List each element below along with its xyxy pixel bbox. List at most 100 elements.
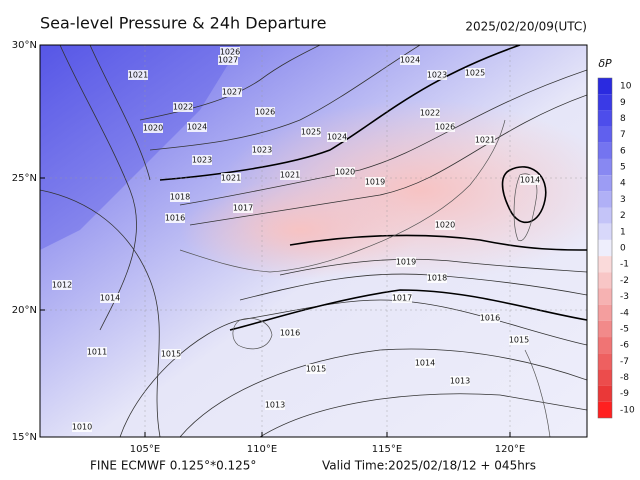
lat-label: 25°N — [12, 173, 37, 184]
colorbar-cell — [598, 126, 612, 143]
contour-label-bg — [509, 335, 529, 345]
timestamp: 2025/02/20/09(UTC) — [465, 20, 587, 34]
contours — [40, 45, 587, 437]
contour-label-bg — [87, 347, 107, 357]
contour-label: 1020 — [143, 124, 163, 133]
contour-label-bg — [280, 170, 300, 180]
colorbar-cell — [598, 78, 612, 95]
contour-label-bg — [280, 328, 300, 338]
colorbar-label: 9 — [620, 98, 626, 108]
contour-label-bg — [161, 349, 181, 359]
colorbar-label: 0 — [620, 244, 626, 254]
lat-label: 30°N — [12, 40, 37, 51]
contour-label-bg — [420, 108, 440, 118]
colorbar-label: -3 — [620, 292, 629, 302]
contour-label-bg — [128, 70, 148, 80]
contour-label: 1024 — [400, 56, 420, 65]
contour-label: 1017 — [233, 204, 253, 213]
contour-label-bg — [480, 313, 500, 323]
map-frame — [39, 44, 588, 438]
colorbar-label: -2 — [620, 276, 629, 286]
colorbar-label: 2 — [620, 211, 626, 221]
contour-label: 1025 — [465, 69, 485, 78]
contour-label: 1021 — [475, 136, 495, 145]
contour-label-bg — [396, 257, 416, 267]
contour-label: 1023 — [192, 156, 212, 165]
colorbar-cell — [598, 353, 612, 370]
contour-label-bg — [221, 173, 241, 183]
contour-label: 1017 — [392, 294, 412, 303]
contour-label-bg — [306, 364, 326, 374]
map-title: Sea-level Pressure & 24h Departure — [40, 14, 326, 33]
contour-label-bg — [192, 155, 212, 165]
contour-labels: 1026102710211022102410201026102510241023… — [52, 47, 540, 432]
contour-label-bg — [400, 55, 420, 65]
contour-label: 1018 — [427, 274, 447, 283]
contour-label-bg — [465, 68, 485, 78]
contour-label-bg — [301, 127, 321, 137]
colorbar-label: -1 — [620, 260, 629, 270]
contour-label-bg — [233, 203, 253, 213]
colorbar-label: 3 — [620, 195, 626, 205]
colorbar-cell — [598, 304, 612, 321]
contour-label-bg — [435, 220, 455, 230]
contour-label-bg — [222, 87, 242, 97]
colorbar-cell — [598, 239, 612, 257]
contour-label: 1026 — [435, 123, 455, 132]
contour-label: 1023 — [427, 71, 447, 80]
colorbar-label: 6 — [620, 146, 626, 156]
contour-label-bg — [475, 135, 495, 145]
colorbar-label: 10 — [620, 82, 632, 92]
valid-time: Valid Time:2025/02/18/12 + 045hrs — [322, 459, 536, 473]
lon-label: 110°E — [247, 444, 277, 455]
colorbar-cell — [598, 288, 612, 305]
contour-label: 1021 — [128, 71, 148, 80]
colorbar-label: -6 — [620, 341, 629, 351]
contour-label: 1021 — [221, 174, 241, 183]
contour-label-bg — [72, 422, 92, 432]
departure-area — [180, 180, 420, 280]
contour-label-bg — [427, 70, 447, 80]
contour-label: 1022 — [173, 103, 193, 112]
contour-label: 1016 — [165, 214, 185, 223]
lon-label: 115°E — [372, 444, 402, 455]
colorbar-label: -10 — [620, 405, 635, 415]
colorbar-frame — [597, 77, 613, 419]
contour-label-bg — [100, 293, 120, 303]
contour-label: 1010 — [72, 423, 92, 432]
contour-label-bg — [170, 192, 190, 202]
colorbar-cell — [598, 401, 612, 418]
contour-label: 1020 — [335, 168, 355, 177]
colorbar-cell — [598, 337, 612, 354]
colorbar-label: 1 — [620, 227, 626, 237]
colorbar-cell — [598, 142, 612, 159]
colorbar-label: 7 — [620, 130, 626, 140]
contour-label: 1023 — [252, 146, 272, 155]
colorbar-cell — [598, 223, 612, 240]
colorbar-cell — [598, 110, 612, 127]
contour-label-bg — [143, 123, 163, 133]
contour-label-bg — [415, 358, 435, 368]
contour-label-bg — [173, 102, 193, 112]
lat-label: 20°N — [12, 305, 37, 316]
contour-label: 1014 — [100, 294, 120, 303]
contour-label-bg — [365, 177, 385, 187]
colorbar-cell — [598, 272, 612, 289]
contour-label: 1027 — [222, 88, 242, 97]
colorbar-label: -4 — [620, 308, 629, 318]
lon-label: 120°E — [495, 444, 525, 455]
contour-label: 1012 — [52, 281, 72, 290]
contour-label: 1015 — [161, 350, 181, 359]
contour-label-bg — [427, 273, 447, 283]
contour-label: 1026 — [220, 48, 240, 57]
colorbar-cell — [598, 94, 612, 111]
contour-label: 1011 — [87, 348, 107, 357]
contour-label-bg — [520, 175, 540, 185]
contour-label-bg — [435, 122, 455, 132]
contour-label-bg — [265, 400, 285, 410]
colorbar-label: 5 — [620, 163, 626, 173]
contour-label: 1015 — [306, 365, 326, 374]
contour-label: 1013 — [265, 401, 285, 410]
contour-label-bg — [52, 280, 72, 290]
